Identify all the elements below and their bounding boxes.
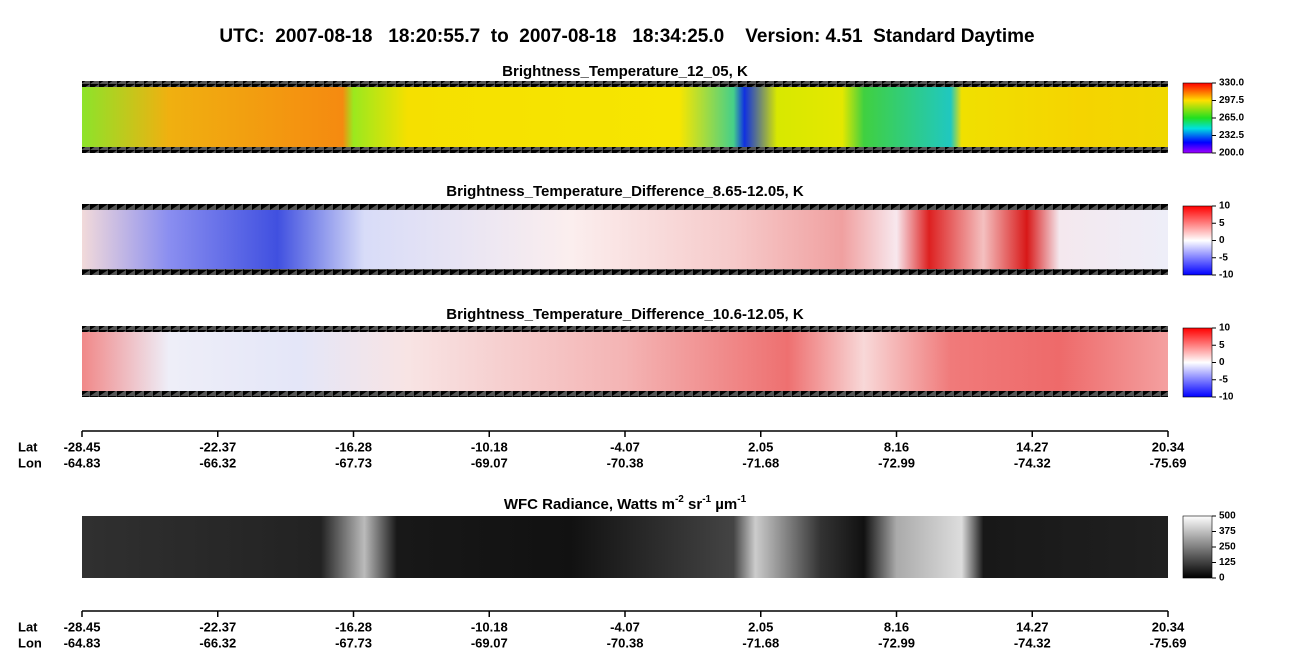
panel-title: Brightness_Temperature_Difference_8.65-1…	[446, 183, 804, 200]
lon-label: Lon	[18, 635, 42, 650]
image-strip	[82, 84, 1168, 150]
colorbar-label: 232.5	[1219, 130, 1244, 141]
colorbar-label: 5	[1219, 340, 1225, 351]
lon-label: Lon	[18, 455, 42, 470]
lon-tick-label: -74.32	[1014, 455, 1051, 470]
lat-tick-label: -4.07	[610, 619, 640, 634]
colorbar-label: 0	[1219, 357, 1225, 368]
lon-tick-label: -75.69	[1150, 635, 1187, 650]
lon-tick-label: -66.32	[199, 455, 236, 470]
colorbar-label: -5	[1219, 374, 1228, 385]
panel-title: Brightness_Temperature_12_05, K	[502, 63, 748, 80]
lon-tick-label: -74.32	[1014, 635, 1051, 650]
colorbar-label: 330.0	[1219, 78, 1244, 89]
title-superscript: -1	[702, 494, 711, 505]
lat-tick-label: 14.27	[1016, 619, 1049, 634]
colorbar-label: 125	[1219, 557, 1236, 568]
strip-border	[82, 147, 1168, 153]
strip-border	[82, 391, 1168, 397]
lat-tick-label: -22.37	[199, 439, 236, 454]
lon-tick-label: -69.07	[471, 455, 508, 470]
lon-tick-label: -70.38	[607, 635, 644, 650]
colorbar-label: 250	[1219, 542, 1236, 553]
lat-tick-label: -22.37	[199, 619, 236, 634]
strip-border	[82, 81, 1168, 87]
lon-tick-label: -70.38	[607, 455, 644, 470]
lon-tick-label: -64.83	[64, 635, 101, 650]
colorbar-label: -5	[1219, 252, 1228, 263]
lat-tick-label: -16.28	[335, 619, 372, 634]
lat-tick-label: -10.18	[471, 619, 508, 634]
title-part: WFC Radiance, Watts m	[504, 496, 675, 513]
lon-tick-label: -71.68	[742, 455, 779, 470]
colorbar-label: 10	[1219, 323, 1231, 334]
colorbar-label: 297.5	[1219, 95, 1244, 106]
colorbar	[1182, 82, 1213, 154]
lon-tick-label: -67.73	[335, 455, 372, 470]
title-part: sr	[684, 496, 703, 513]
colorbar	[1182, 205, 1213, 276]
lon-tick-label: -66.32	[199, 635, 236, 650]
colorbar-label: 5	[1219, 218, 1225, 229]
colorbar	[1182, 327, 1213, 398]
title-superscript: -2	[675, 494, 684, 505]
colorbar-label: 0	[1219, 573, 1225, 584]
figure-title: UTC: 2007-08-18 18:20:55.7 to 2007-08-18…	[219, 26, 1034, 47]
title-part: µm	[711, 496, 737, 513]
panel-title: Brightness_Temperature_Difference_10.6-1…	[446, 306, 804, 323]
image-strip	[82, 516, 1168, 578]
colorbar-label: 265.0	[1219, 113, 1244, 124]
lat-tick-label: 8.16	[884, 439, 909, 454]
image-strip	[82, 207, 1168, 272]
lat-tick-label: 2.05	[748, 439, 773, 454]
lat-tick-label: -16.28	[335, 439, 372, 454]
strip-border	[82, 204, 1168, 210]
colorbar-label: 500	[1219, 511, 1236, 522]
lat-tick-label: 8.16	[884, 619, 909, 634]
strip-border	[82, 326, 1168, 332]
lat-tick-label: -4.07	[610, 439, 640, 454]
lon-tick-label: -72.99	[878, 635, 915, 650]
lon-tick-label: -71.68	[742, 635, 779, 650]
lat-tick-label: 20.34	[1152, 439, 1185, 454]
colorbar-label: 0	[1219, 235, 1225, 246]
strip-border	[82, 269, 1168, 275]
title-superscript: -1	[737, 494, 746, 505]
lon-tick-label: -67.73	[335, 635, 372, 650]
lat-tick-label: -28.45	[64, 619, 101, 634]
colorbar-label: 200.0	[1219, 148, 1244, 159]
lat-tick-label: 2.05	[748, 619, 773, 634]
colorbar-label: -10	[1219, 270, 1234, 281]
lat-label: Lat	[18, 439, 38, 454]
lat-tick-label: 14.27	[1016, 439, 1049, 454]
lon-tick-label: -72.99	[878, 455, 915, 470]
lon-tick-label: -69.07	[471, 635, 508, 650]
colorbar	[1182, 515, 1213, 579]
colorbar-label: -10	[1219, 392, 1234, 403]
lat-tick-label: -10.18	[471, 439, 508, 454]
lat-label: Lat	[18, 619, 38, 634]
lat-tick-label: -28.45	[64, 439, 101, 454]
colorbar-label: 375	[1219, 526, 1236, 537]
lon-tick-label: -75.69	[1150, 455, 1187, 470]
lon-tick-label: -64.83	[64, 455, 101, 470]
colorbar-label: 10	[1219, 201, 1231, 212]
panel-title: WFC Radiance, Watts m-2 sr-1 µm-1	[504, 494, 747, 513]
lat-tick-label: 20.34	[1152, 619, 1185, 634]
image-strip	[82, 329, 1168, 394]
